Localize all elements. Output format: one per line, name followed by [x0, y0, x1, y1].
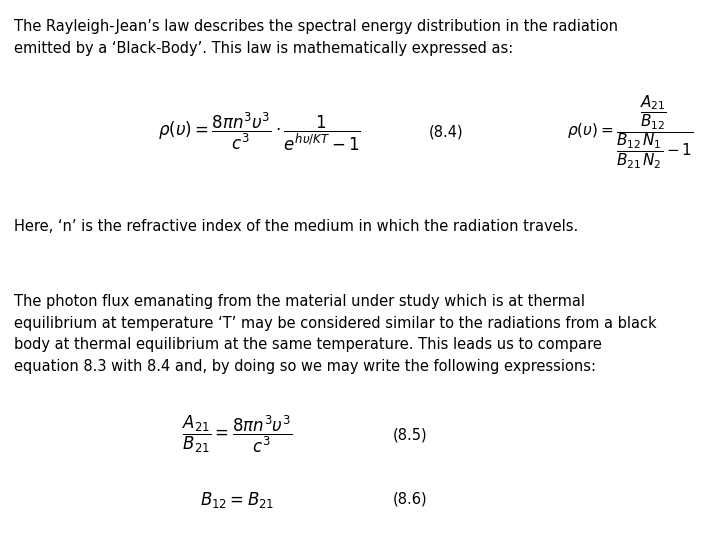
Text: $B_{12} = B_{21}$: $B_{12} = B_{21}$: [200, 489, 275, 510]
Text: $\rho(\upsilon) = \dfrac{8\pi n^3 \upsilon^3}{c^3} \cdot \dfrac{1}{e^{h\upsilon/: $\rho(\upsilon) = \dfrac{8\pi n^3 \upsil…: [158, 111, 361, 153]
Text: (8.5): (8.5): [392, 427, 427, 442]
Text: $\dfrac{A_{21}}{B_{21}} = \dfrac{8\pi n^3 \upsilon^3}{c^3}$: $\dfrac{A_{21}}{B_{21}} = \dfrac{8\pi n^…: [182, 414, 293, 455]
Text: Here, ‘n’ is the refractive index of the medium in which the radiation travels.: Here, ‘n’ is the refractive index of the…: [14, 219, 579, 234]
Text: (8.6): (8.6): [392, 492, 427, 507]
Text: The photon flux emanating from the material under study which is at thermal
equi: The photon flux emanating from the mater…: [14, 294, 657, 374]
Text: $\rho(\upsilon) = \dfrac{\dfrac{A_{21}}{B_{12}}}{\dfrac{B_{12}}{B_{21}}\dfrac{N_: $\rho(\upsilon) = \dfrac{\dfrac{A_{21}}{…: [567, 94, 693, 171]
Text: The Rayleigh-Jean’s law describes the spectral energy distribution in the radiat: The Rayleigh-Jean’s law describes the sp…: [14, 19, 618, 56]
Text: (8.4): (8.4): [428, 125, 463, 140]
